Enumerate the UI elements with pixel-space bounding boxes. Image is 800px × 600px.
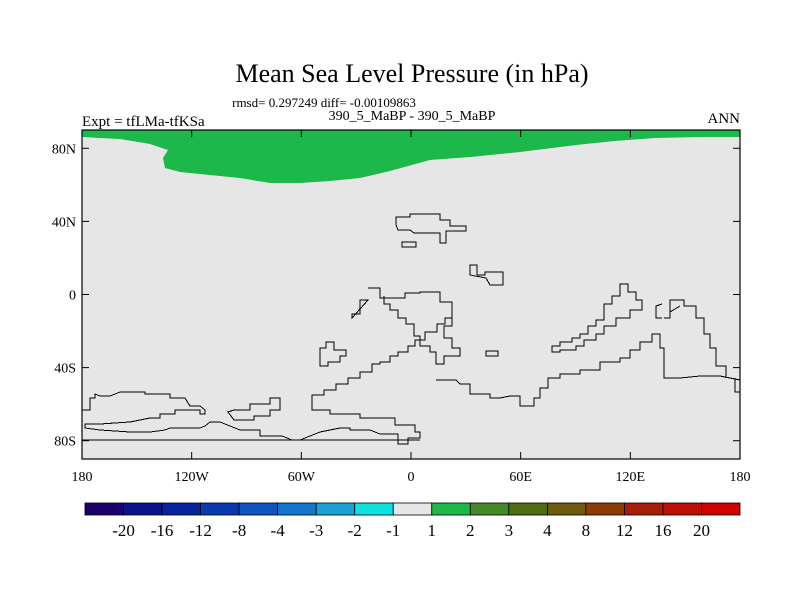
- colorbar-swatch: [431, 502, 471, 516]
- y-tick-label: 40N: [52, 215, 76, 230]
- coast-australia: [436, 333, 741, 407]
- colorbar-swatch: [200, 502, 240, 516]
- coast-seasia: [655, 303, 663, 319]
- colorbar-label: -3: [309, 521, 323, 540]
- x-tick-label: 0: [408, 470, 415, 485]
- coast-india: [551, 283, 643, 353]
- x-tick-label: 180: [730, 470, 751, 485]
- axis-layer: 180 120W 60W 0 60E 120E 180 80N 40N 0 40S 80S: [52, 130, 751, 485]
- coast-south-america: [82, 287, 453, 445]
- colorbar-label: 8: [582, 521, 591, 540]
- colorbar-label: 2: [466, 521, 475, 540]
- colorbar-swatch: [315, 502, 356, 516]
- coast-new-guinea: [664, 299, 727, 378]
- x-tick-label: 60W: [288, 470, 316, 485]
- x-tick-label: 120W: [175, 470, 210, 485]
- x-tick-label: 180: [72, 470, 93, 485]
- colorbar-swatch: [662, 502, 702, 516]
- colorbar-label: 1: [428, 521, 437, 540]
- stats-line: rmsd= 0.297249 diff= -0.00109863: [232, 95, 416, 110]
- coastlines: [82, 213, 741, 445]
- coast-africa-west: [319, 341, 347, 367]
- y-tick-label: 80S: [54, 435, 76, 450]
- colorbar-swatch: [546, 502, 587, 516]
- colorbar-label: 4: [543, 521, 552, 540]
- x-tick-label: 120E: [616, 470, 646, 485]
- colorbar-swatch: [624, 502, 664, 516]
- arctic-anomaly-region: [82, 130, 740, 183]
- colorbar-label: -8: [232, 521, 246, 540]
- coast-mideast: [469, 264, 504, 286]
- colorbar-swatch: [585, 502, 625, 516]
- colorbar: -20 -16 -12 -8 -4 -3 -2 -1 1 2 3 4 8 12 16 20: [84, 502, 741, 540]
- experiment-label: Expt = tfLMa-tfKSa: [82, 114, 205, 130]
- x-tick-label: 60E: [509, 470, 532, 485]
- colorbar-label: -16: [151, 521, 174, 540]
- colorbar-label: 16: [654, 521, 671, 540]
- colorbar-swatch: [392, 502, 433, 516]
- colorbar-swatch: [161, 502, 201, 516]
- coast-pacific-south: [227, 397, 281, 421]
- coast-africa-small: [485, 350, 499, 357]
- chart-title: Mean Sea Level Pressure (in hPa): [235, 59, 588, 88]
- colorbar-label: -1: [386, 521, 400, 540]
- map-background: [82, 130, 740, 459]
- colorbar-swatch: [354, 502, 394, 516]
- colorbar-swatch: [123, 502, 163, 516]
- colorbar-label: -12: [189, 521, 212, 540]
- colorbar-label: 3: [505, 521, 514, 540]
- y-tick-label: 80N: [52, 142, 76, 157]
- colorbar-label: 20: [693, 521, 710, 540]
- colorbar-swatch: [469, 502, 510, 516]
- coast-eurasia-north: [395, 213, 467, 244]
- y-tick-label: 40S: [54, 362, 76, 377]
- subtitle: 390_5_MaBP - 390_5_MaBP: [329, 109, 496, 124]
- colorbar-label: -4: [271, 521, 286, 540]
- coast-small-island: [401, 241, 417, 248]
- colorbar-swatch: [84, 502, 124, 516]
- colorbar-swatch: [508, 502, 548, 516]
- colorbar-swatch: [701, 502, 741, 516]
- coast-south-america-east: [383, 296, 461, 365]
- colorbar-label: -20: [112, 521, 135, 540]
- colorbar-swatch: [238, 502, 279, 516]
- season-label: ANN: [708, 111, 741, 127]
- colorbar-swatch: [277, 502, 317, 516]
- y-tick-label: 0: [69, 289, 76, 304]
- colorbar-label: 12: [616, 521, 633, 540]
- colorbar-label: -2: [348, 521, 362, 540]
